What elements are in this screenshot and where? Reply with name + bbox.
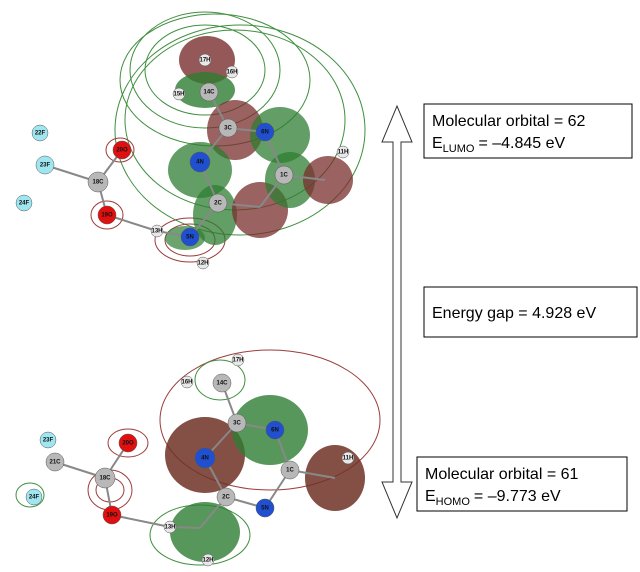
atom-label: 22F — [35, 131, 46, 137]
atom-label: 4N — [196, 160, 204, 166]
value: = –9.773 eV — [474, 488, 561, 505]
atom-label: 24F — [29, 495, 40, 501]
atom-label: 18C — [99, 476, 111, 482]
atom-label: 18C — [92, 180, 104, 186]
atom-label: 19O — [101, 213, 113, 219]
atom-label: 5N — [261, 506, 269, 512]
atom-label: 14C — [216, 381, 228, 387]
homo-label: Molecular orbital = 61 — [425, 466, 579, 483]
atom-label: 16H — [181, 380, 192, 386]
atom-label: 17H — [199, 58, 210, 64]
atom-label: 21C — [49, 460, 61, 466]
atom-label: 16H — [226, 70, 237, 76]
figure: 22F 23F 24F 18C 20O 19O 4N 13H 5N 12H 2C 1C 11H 3C 6N 1… — [0, 0, 640, 572]
atom-label: 15H — [173, 92, 184, 98]
atom-label: 24F — [19, 201, 30, 207]
atom-label: 2C — [214, 201, 222, 207]
atom-label: 13H — [151, 229, 162, 235]
atom-label: 23F — [43, 438, 54, 444]
lumo-label: Molecular orbital = 62 — [432, 113, 586, 130]
atom-label: 13H — [164, 525, 175, 531]
atom-label: 23F — [40, 163, 51, 169]
atom-label: 20O — [122, 441, 134, 447]
symbol: E — [425, 488, 436, 505]
atom-label: 6N — [271, 428, 279, 434]
atom-label: 17H — [232, 358, 243, 364]
atom-label: 3C — [224, 126, 232, 132]
orbital-lobes — [16, 12, 380, 565]
atom-label: 14C — [203, 90, 215, 96]
gap-label: Energy gap = 4.928 eV — [432, 305, 596, 322]
symbol: E — [432, 135, 443, 152]
atom-label: 11H — [343, 456, 354, 462]
atom-label: 1C — [280, 173, 288, 179]
atom-label: 2C — [222, 495, 230, 501]
atom-label: 4N — [201, 456, 209, 462]
atom-label: 12H — [202, 558, 213, 564]
subscript: LUMO — [443, 143, 475, 155]
energy-arrow — [382, 106, 412, 518]
subscript: HOMO — [436, 496, 471, 508]
atom-label: 20O — [116, 148, 128, 154]
value: = –4.845 eV — [478, 135, 565, 152]
atom-label: 6N — [261, 130, 269, 136]
atom-label: 5N — [186, 235, 194, 241]
atom-label: 19O — [106, 513, 118, 519]
atom-label: 11H — [338, 150, 349, 156]
atom-label: 3C — [233, 421, 241, 427]
atom-label: 1C — [286, 468, 294, 474]
atom-label: 12H — [197, 261, 208, 267]
